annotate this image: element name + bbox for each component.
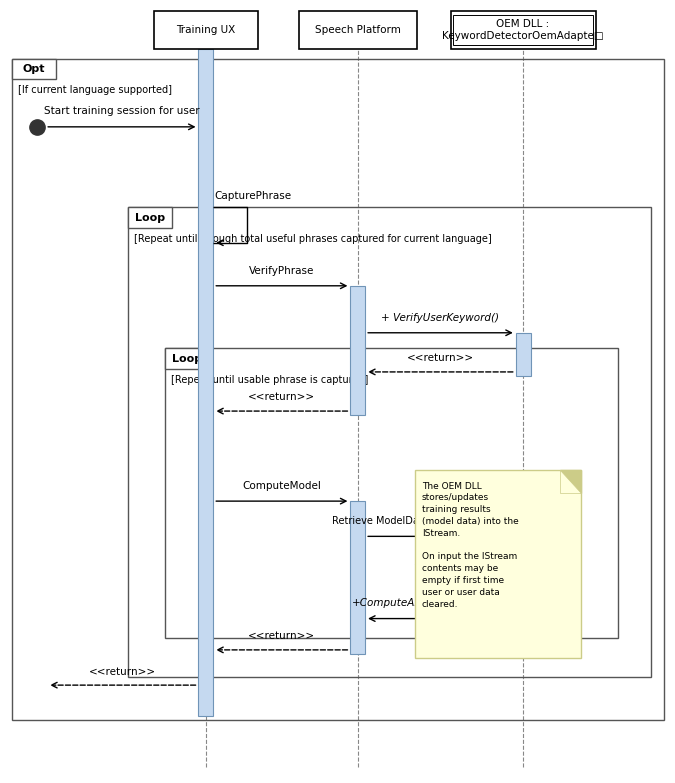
- Polygon shape: [560, 470, 580, 493]
- Text: <<return>>: <<return>>: [248, 631, 315, 641]
- Bar: [516, 536, 531, 646]
- Text: CapturePhrase: CapturePhrase: [214, 191, 291, 201]
- Text: [Repeat until usable phrase is captured]: [Repeat until usable phrase is captured]: [171, 375, 368, 385]
- Text: Opt: Opt: [23, 64, 45, 74]
- Bar: [454, 15, 593, 45]
- Text: Loop: Loop: [135, 213, 165, 222]
- Bar: [165, 348, 209, 369]
- Polygon shape: [560, 470, 580, 493]
- FancyBboxPatch shape: [415, 470, 580, 658]
- Bar: [350, 501, 365, 654]
- Text: [Repeat until enough total useful phrases captured for current language]: [Repeat until enough total useful phrase…: [134, 234, 491, 244]
- Text: + VerifyUserKeyword(): + VerifyUserKeyword(): [381, 312, 500, 323]
- Text: <<return>>: <<return>>: [89, 666, 157, 677]
- Text: Retrieve ModelData IStream for current user: Retrieve ModelData IStream for current u…: [331, 516, 549, 526]
- Bar: [12, 59, 664, 720]
- Bar: [128, 207, 651, 677]
- Bar: [153, 11, 258, 49]
- Text: <<return>>: <<return>>: [248, 392, 315, 402]
- Text: <<return>>: <<return>>: [407, 353, 474, 363]
- Text: OEM DLL :
KeywordDetectorOemAdapte□: OEM DLL : KeywordDetectorOemAdapte□: [442, 19, 604, 41]
- Text: Training UX: Training UX: [176, 25, 236, 34]
- Text: ComputeModel: ComputeModel: [242, 481, 321, 491]
- Text: [If current language supported]: [If current language supported]: [18, 85, 171, 96]
- Bar: [350, 286, 365, 415]
- Text: The OEM DLL
stores/updates
training results
(model data) into the
IStream.

On i: The OEM DLL stores/updates training resu…: [422, 482, 518, 608]
- Bar: [451, 11, 595, 49]
- Bar: [128, 207, 172, 228]
- Text: VerifyPhrase: VerifyPhrase: [249, 265, 315, 276]
- Text: Start training session for user: Start training session for user: [44, 106, 199, 116]
- Bar: [165, 348, 618, 638]
- Bar: [298, 11, 416, 49]
- Bar: [198, 49, 213, 716]
- Text: Loop: Loop: [172, 354, 202, 363]
- Text: Speech Platform: Speech Platform: [315, 25, 401, 34]
- Bar: [516, 333, 531, 376]
- Bar: [12, 59, 56, 79]
- Text: +ComputeAndAddUserModelData: +ComputeAndAddUserModelData: [352, 598, 529, 608]
